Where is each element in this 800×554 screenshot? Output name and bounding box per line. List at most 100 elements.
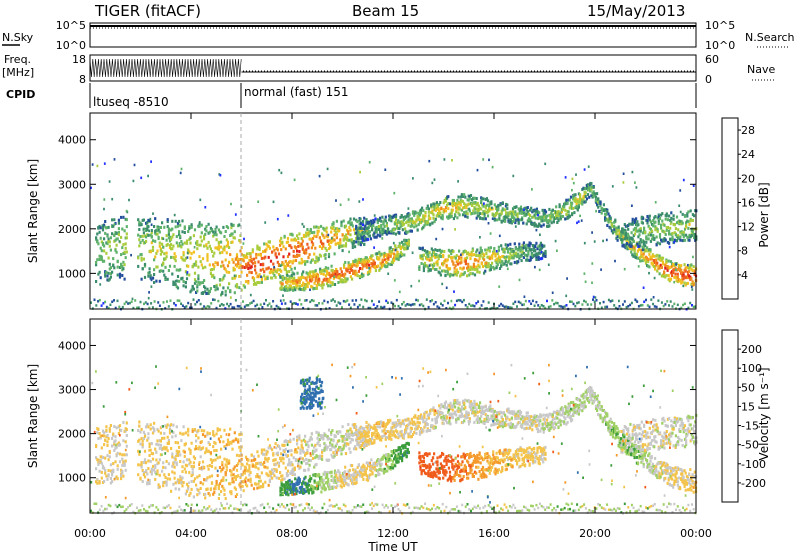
range-cell (323, 448, 326, 452)
range-cell (224, 293, 227, 297)
range-cell (148, 267, 151, 271)
range-cell (210, 461, 214, 465)
range-cell (440, 216, 443, 220)
noise-cell (587, 165, 590, 168)
range-cell (374, 230, 377, 234)
range-cell (349, 217, 352, 221)
range-cell (283, 450, 286, 454)
range-cell (357, 240, 360, 244)
range-cell (498, 216, 501, 220)
range-cell (481, 265, 485, 268)
range-cell (184, 285, 187, 289)
range-cell (108, 277, 111, 281)
ground-cell (648, 305, 651, 309)
range-cell (527, 252, 530, 256)
range-cell (333, 238, 336, 242)
range-cell (641, 221, 644, 225)
range-cell (334, 230, 337, 234)
range-cell (154, 229, 157, 233)
range-cell (379, 216, 382, 220)
range-cell (141, 445, 144, 449)
range-cell (291, 472, 294, 476)
range-cell (319, 436, 323, 440)
range-cell (324, 256, 327, 260)
range-cell (423, 249, 427, 253)
noise-cell (130, 253, 132, 257)
range-cell (544, 252, 547, 256)
ground-cell (556, 301, 559, 305)
range-cell (380, 219, 383, 223)
range-cell (232, 467, 235, 471)
range-cell (207, 467, 210, 471)
range-cell (517, 252, 520, 256)
ground-cell (514, 300, 517, 304)
range-cell (191, 467, 194, 471)
range-cell (661, 260, 665, 264)
range-cell (493, 247, 496, 250)
range-cell (527, 243, 530, 247)
ground-cell (143, 302, 145, 306)
range-cell (218, 482, 222, 486)
range-cell (690, 282, 693, 286)
range-cell (190, 252, 193, 256)
range-cell (197, 277, 200, 281)
range-cell (584, 195, 587, 198)
noise-cell (132, 179, 135, 183)
range-cell (435, 255, 438, 259)
range-cell (542, 253, 545, 257)
range-cell (159, 453, 162, 457)
range-cell (664, 263, 667, 267)
range-cell (492, 252, 495, 256)
range-cell (197, 488, 200, 492)
ground-cell (455, 299, 458, 303)
range-cell (234, 257, 237, 261)
range-cell (291, 279, 295, 283)
range-cell (406, 230, 409, 234)
range-cell (670, 216, 673, 220)
noise-cell (452, 274, 455, 277)
range-cell (150, 467, 153, 471)
range-cell (452, 199, 455, 202)
ground-cell (321, 302, 324, 305)
range-cell (353, 270, 356, 274)
range-cell (540, 224, 543, 228)
range-cell (256, 473, 259, 476)
range-cell (479, 254, 482, 258)
range-cell (254, 261, 257, 265)
range-cell (362, 274, 365, 277)
range-cell (224, 268, 227, 272)
range-cell (351, 265, 354, 268)
range-cell (196, 475, 199, 479)
range-cell (216, 287, 219, 291)
range-cell (238, 433, 241, 437)
range-cell (641, 239, 644, 243)
range-cell (184, 281, 187, 285)
range-cell (313, 445, 316, 449)
range-cell (243, 471, 246, 475)
range-cell (246, 457, 249, 461)
range-cell (263, 461, 266, 464)
range-cell (631, 247, 634, 251)
range-cell (524, 214, 527, 218)
range-cell (243, 285, 246, 289)
range-cell (287, 277, 290, 281)
range-cell (303, 283, 306, 287)
range-cell (317, 256, 320, 260)
range-cell (290, 274, 293, 277)
range-cell (172, 461, 175, 465)
noise-cell (504, 205, 507, 208)
noise-cell (571, 188, 573, 192)
noise-cell (335, 199, 337, 202)
range-cell (188, 493, 191, 497)
range-cell (345, 279, 348, 283)
range-cell (115, 454, 118, 458)
range-cell (200, 223, 203, 227)
range-cell (689, 219, 692, 223)
range-cell (250, 453, 253, 457)
noise-cell (583, 168, 586, 171)
noise-cell (668, 245, 671, 249)
noise-cell (556, 249, 558, 252)
range-cell (153, 225, 156, 228)
range-cell (347, 267, 350, 271)
range-cell (187, 264, 190, 268)
